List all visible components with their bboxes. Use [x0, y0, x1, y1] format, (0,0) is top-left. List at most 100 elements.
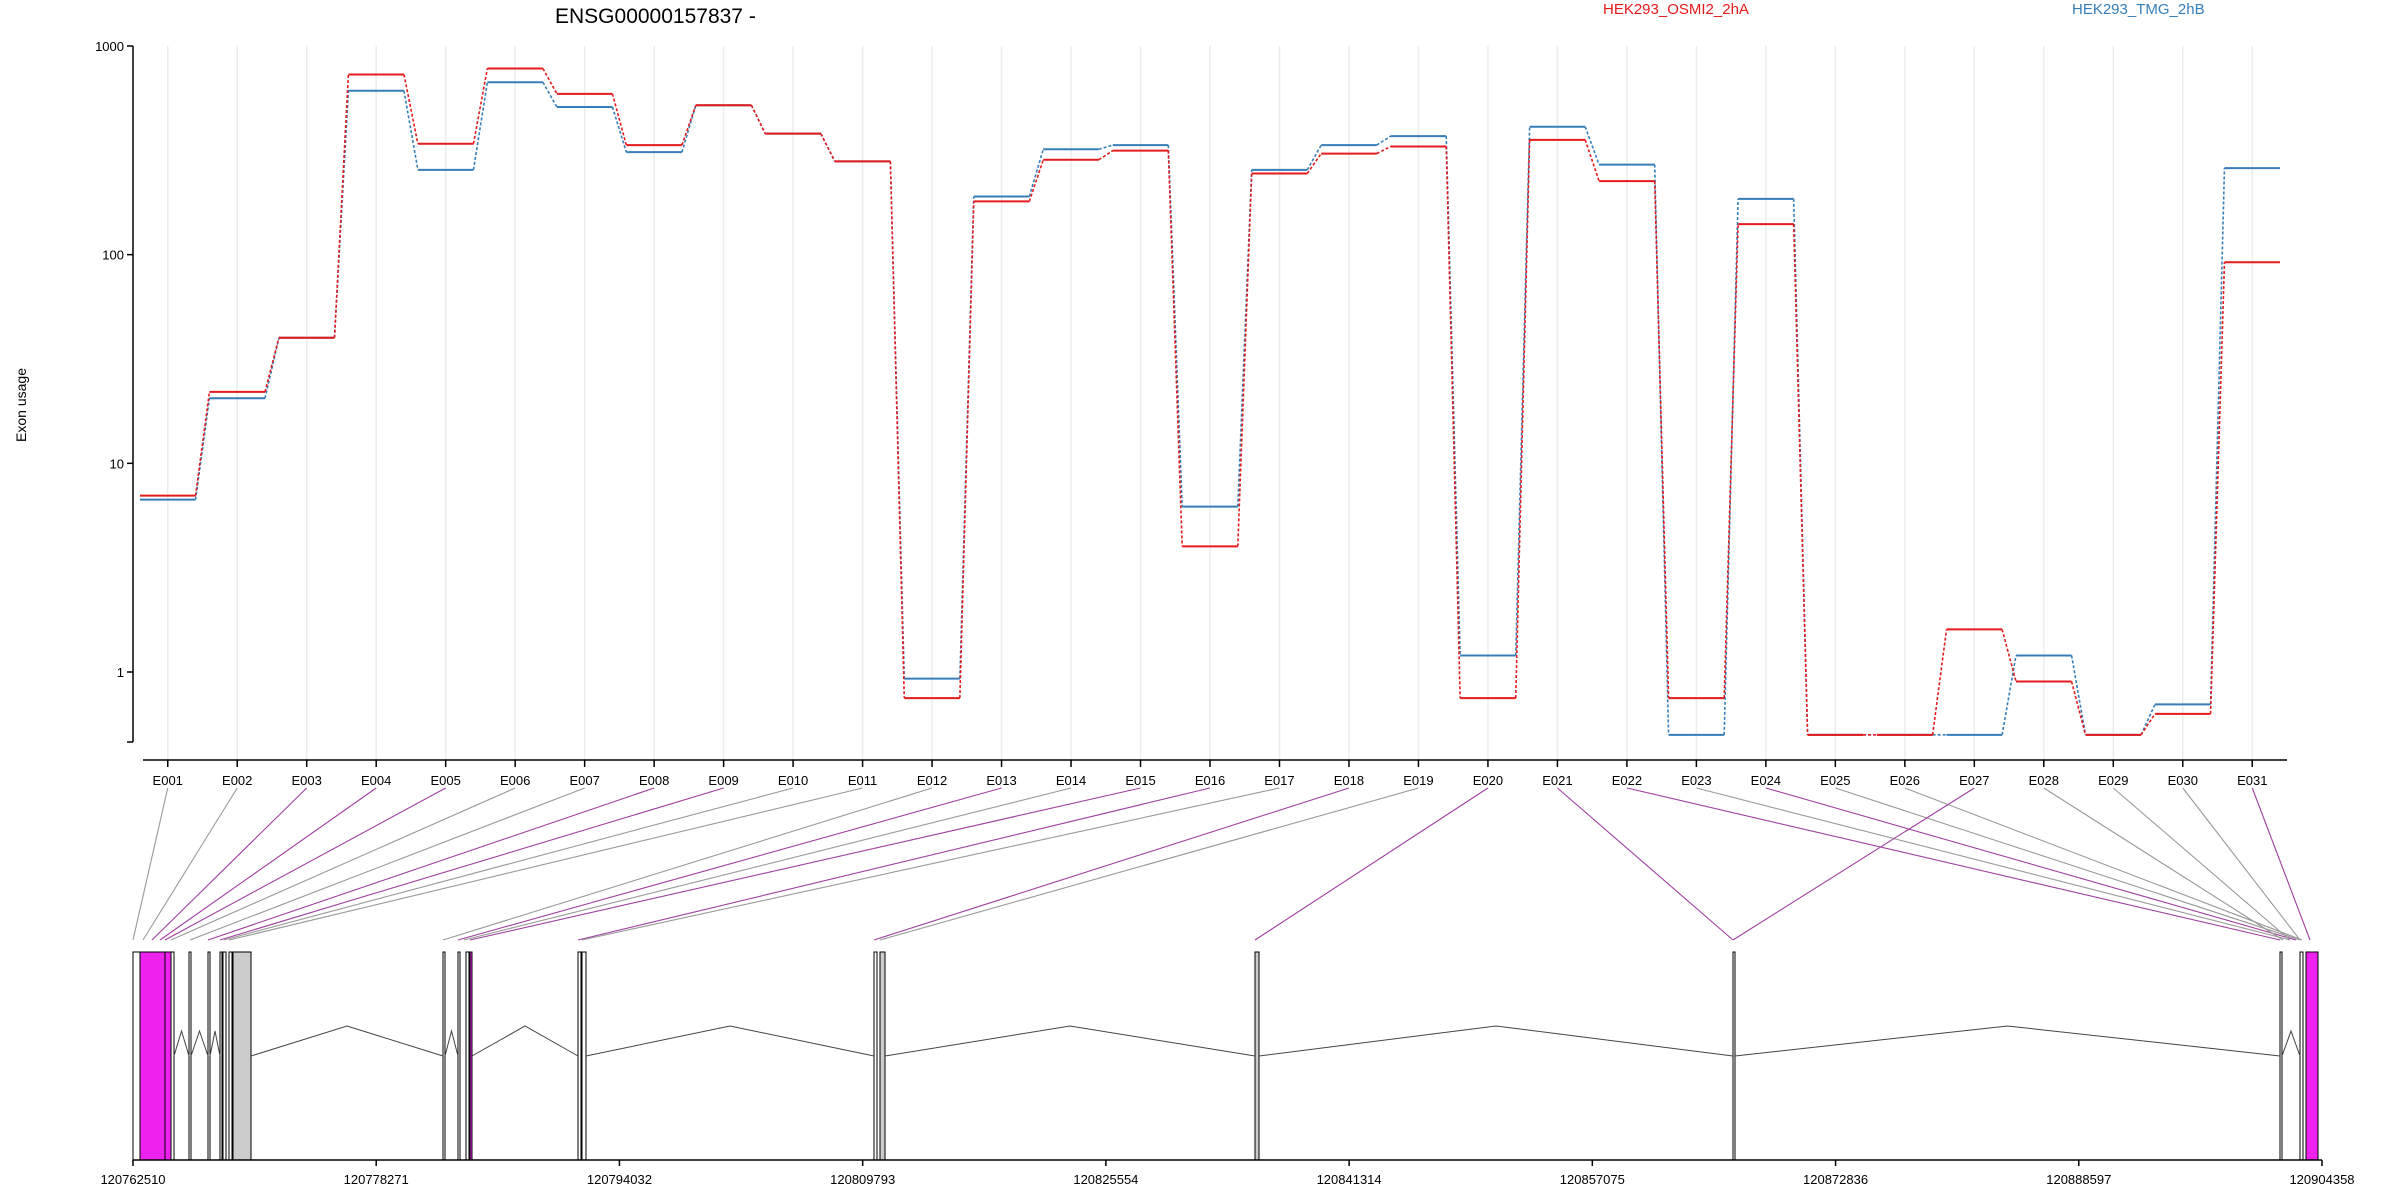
exon-box-12 [457, 951, 461, 1161]
x-tick-label-E021: E021 [1542, 773, 1572, 788]
x-tick-label-E003: E003 [292, 773, 322, 788]
exon-box-23 [2305, 951, 2319, 1161]
x-tick-label-E009: E009 [708, 773, 738, 788]
intron-10 [1734, 1025, 2281, 1057]
connector-E010 [223, 787, 794, 941]
connector-E028 [2043, 787, 2284, 941]
exon-box-3 [164, 951, 172, 1161]
y-tick-label-10: 10 [110, 456, 124, 471]
exon-box-10 [232, 951, 252, 1161]
genomic-coordinate-axis: 120762510 120778271 120794032 120809793 1208… [100, 1159, 2355, 1187]
x-tick-label-E029: E029 [2098, 773, 2128, 788]
series-1-connector-E015 [1167, 150, 1184, 547]
series-2-connector-E017 [1306, 144, 1322, 171]
exon-box-16 [581, 951, 587, 1161]
connector-E027 [1732, 787, 1975, 941]
connector-E029 [2112, 787, 2291, 941]
coord-tick-label-5: 120825554 [1073, 1172, 1138, 1187]
connector-E025 [1835, 787, 2301, 941]
series-2-connector-E004 [403, 90, 419, 170]
connector-E007 [189, 787, 585, 941]
legend-entry-series-2: HEK293_TMG_2hB [2072, 1, 2205, 18]
x-tick-label-E023: E023 [1681, 773, 1711, 788]
coord-tick-label-6: 120841314 [1317, 1172, 1382, 1187]
series-1-connector-E005 [472, 68, 489, 144]
series-1-connector-E026 [1931, 629, 1948, 735]
intron-2 [190, 1029, 209, 1057]
series-2-connector-E029 [2140, 703, 2156, 736]
exon-box-6 [207, 951, 211, 1161]
x-tick-label-E015: E015 [1125, 773, 1155, 788]
x-tick-label-E016: E016 [1195, 773, 1225, 788]
y-tick-label-1: 1 [117, 665, 124, 680]
series-1-connector-E003 [333, 74, 350, 338]
exon-box-2 [139, 951, 166, 1161]
x-tick-label-E031: E031 [2237, 773, 2267, 788]
y-tick-label-1000: 1000 [95, 39, 124, 54]
connector-E005 [164, 787, 446, 941]
x-tick-label-E007: E007 [569, 773, 599, 788]
coord-tick-label-2: 120778271 [344, 1172, 409, 1187]
exon-box-15 [577, 951, 582, 1161]
x-tick-label-E011: E011 [848, 773, 877, 788]
series-1-connector-E004 [403, 74, 419, 144]
legend-entry-series-1: HEK293_OSMI2_2hA [1603, 1, 1749, 18]
series-2-connector-E014 [1098, 144, 1113, 151]
series-1-connector-E024 [1792, 224, 1809, 735]
series-lines [139, 67, 2281, 736]
x-tick-label-E024: E024 [1751, 773, 1781, 788]
series-1-connector-E019 [1445, 146, 1461, 699]
exon-box-21 [2279, 951, 2283, 1161]
connector-E008 [207, 787, 655, 941]
gridlines [166, 46, 2254, 760]
series-1-connector-E021 [1584, 139, 1600, 182]
intron-8 [884, 1025, 1256, 1057]
intron-3 [209, 1030, 221, 1057]
exon-box-13 [465, 951, 470, 1161]
series-2-connector-E008 [681, 105, 697, 153]
series-1-connector-E018 [1376, 145, 1392, 155]
intron-7 [585, 1025, 875, 1057]
connector-E024 [1765, 787, 2297, 941]
exon-box-20 [1732, 951, 1736, 1161]
intron-5 [444, 1029, 459, 1057]
exon-box-19 [1254, 951, 1260, 1161]
connector-E014 [463, 787, 1072, 941]
x-tick-label-E030: E030 [2168, 773, 2198, 788]
series-1-connector-E012 [959, 201, 975, 699]
x-tick-label-E001: E001 [153, 773, 183, 788]
connector-E011 [228, 787, 863, 941]
series-1-connector-E023 [1723, 224, 1739, 699]
series-1-connector-E009 [750, 104, 767, 135]
coord-tick-label-3: 120794032 [587, 1172, 652, 1187]
connector-E026 [1904, 787, 2303, 941]
series-1-connector-E022 [1653, 181, 1670, 699]
exon-box-7 [219, 951, 223, 1161]
x-tick-label-E019: E019 [1403, 773, 1433, 788]
x-tick-label-E022: E022 [1612, 773, 1642, 788]
x-tick-label-E028: E028 [2029, 773, 2059, 788]
intron-1 [173, 1029, 190, 1057]
connector-E020 [1254, 787, 1489, 941]
exon-box-22 [2299, 951, 2304, 1161]
intron-11 [2281, 1029, 2301, 1057]
series-2-connector-E013 [1028, 149, 1045, 197]
series-1-connector-E001 [194, 391, 211, 496]
series-2-connector-E028 [2070, 655, 2087, 735]
exon-box-5 [188, 951, 192, 1161]
exon-connectors [132, 787, 2311, 941]
exon-box-17 [873, 951, 878, 1161]
x-tick-label-E002: E002 [222, 773, 252, 788]
series-1-connector-E017 [1306, 153, 1322, 174]
series-1-connector-E029 [2140, 713, 2156, 736]
intron-4 [250, 1025, 444, 1057]
connector-E012 [442, 787, 933, 941]
exon-box-8 [222, 951, 227, 1161]
series-2-connector-E007 [611, 106, 628, 153]
intron-9 [1258, 1025, 1734, 1057]
x-tick-label-E014: E014 [1056, 773, 1086, 788]
series-2-connector-E005 [472, 82, 489, 170]
x-tick-label-E017: E017 [1264, 773, 1294, 788]
series-1-connector-E010 [820, 133, 836, 162]
